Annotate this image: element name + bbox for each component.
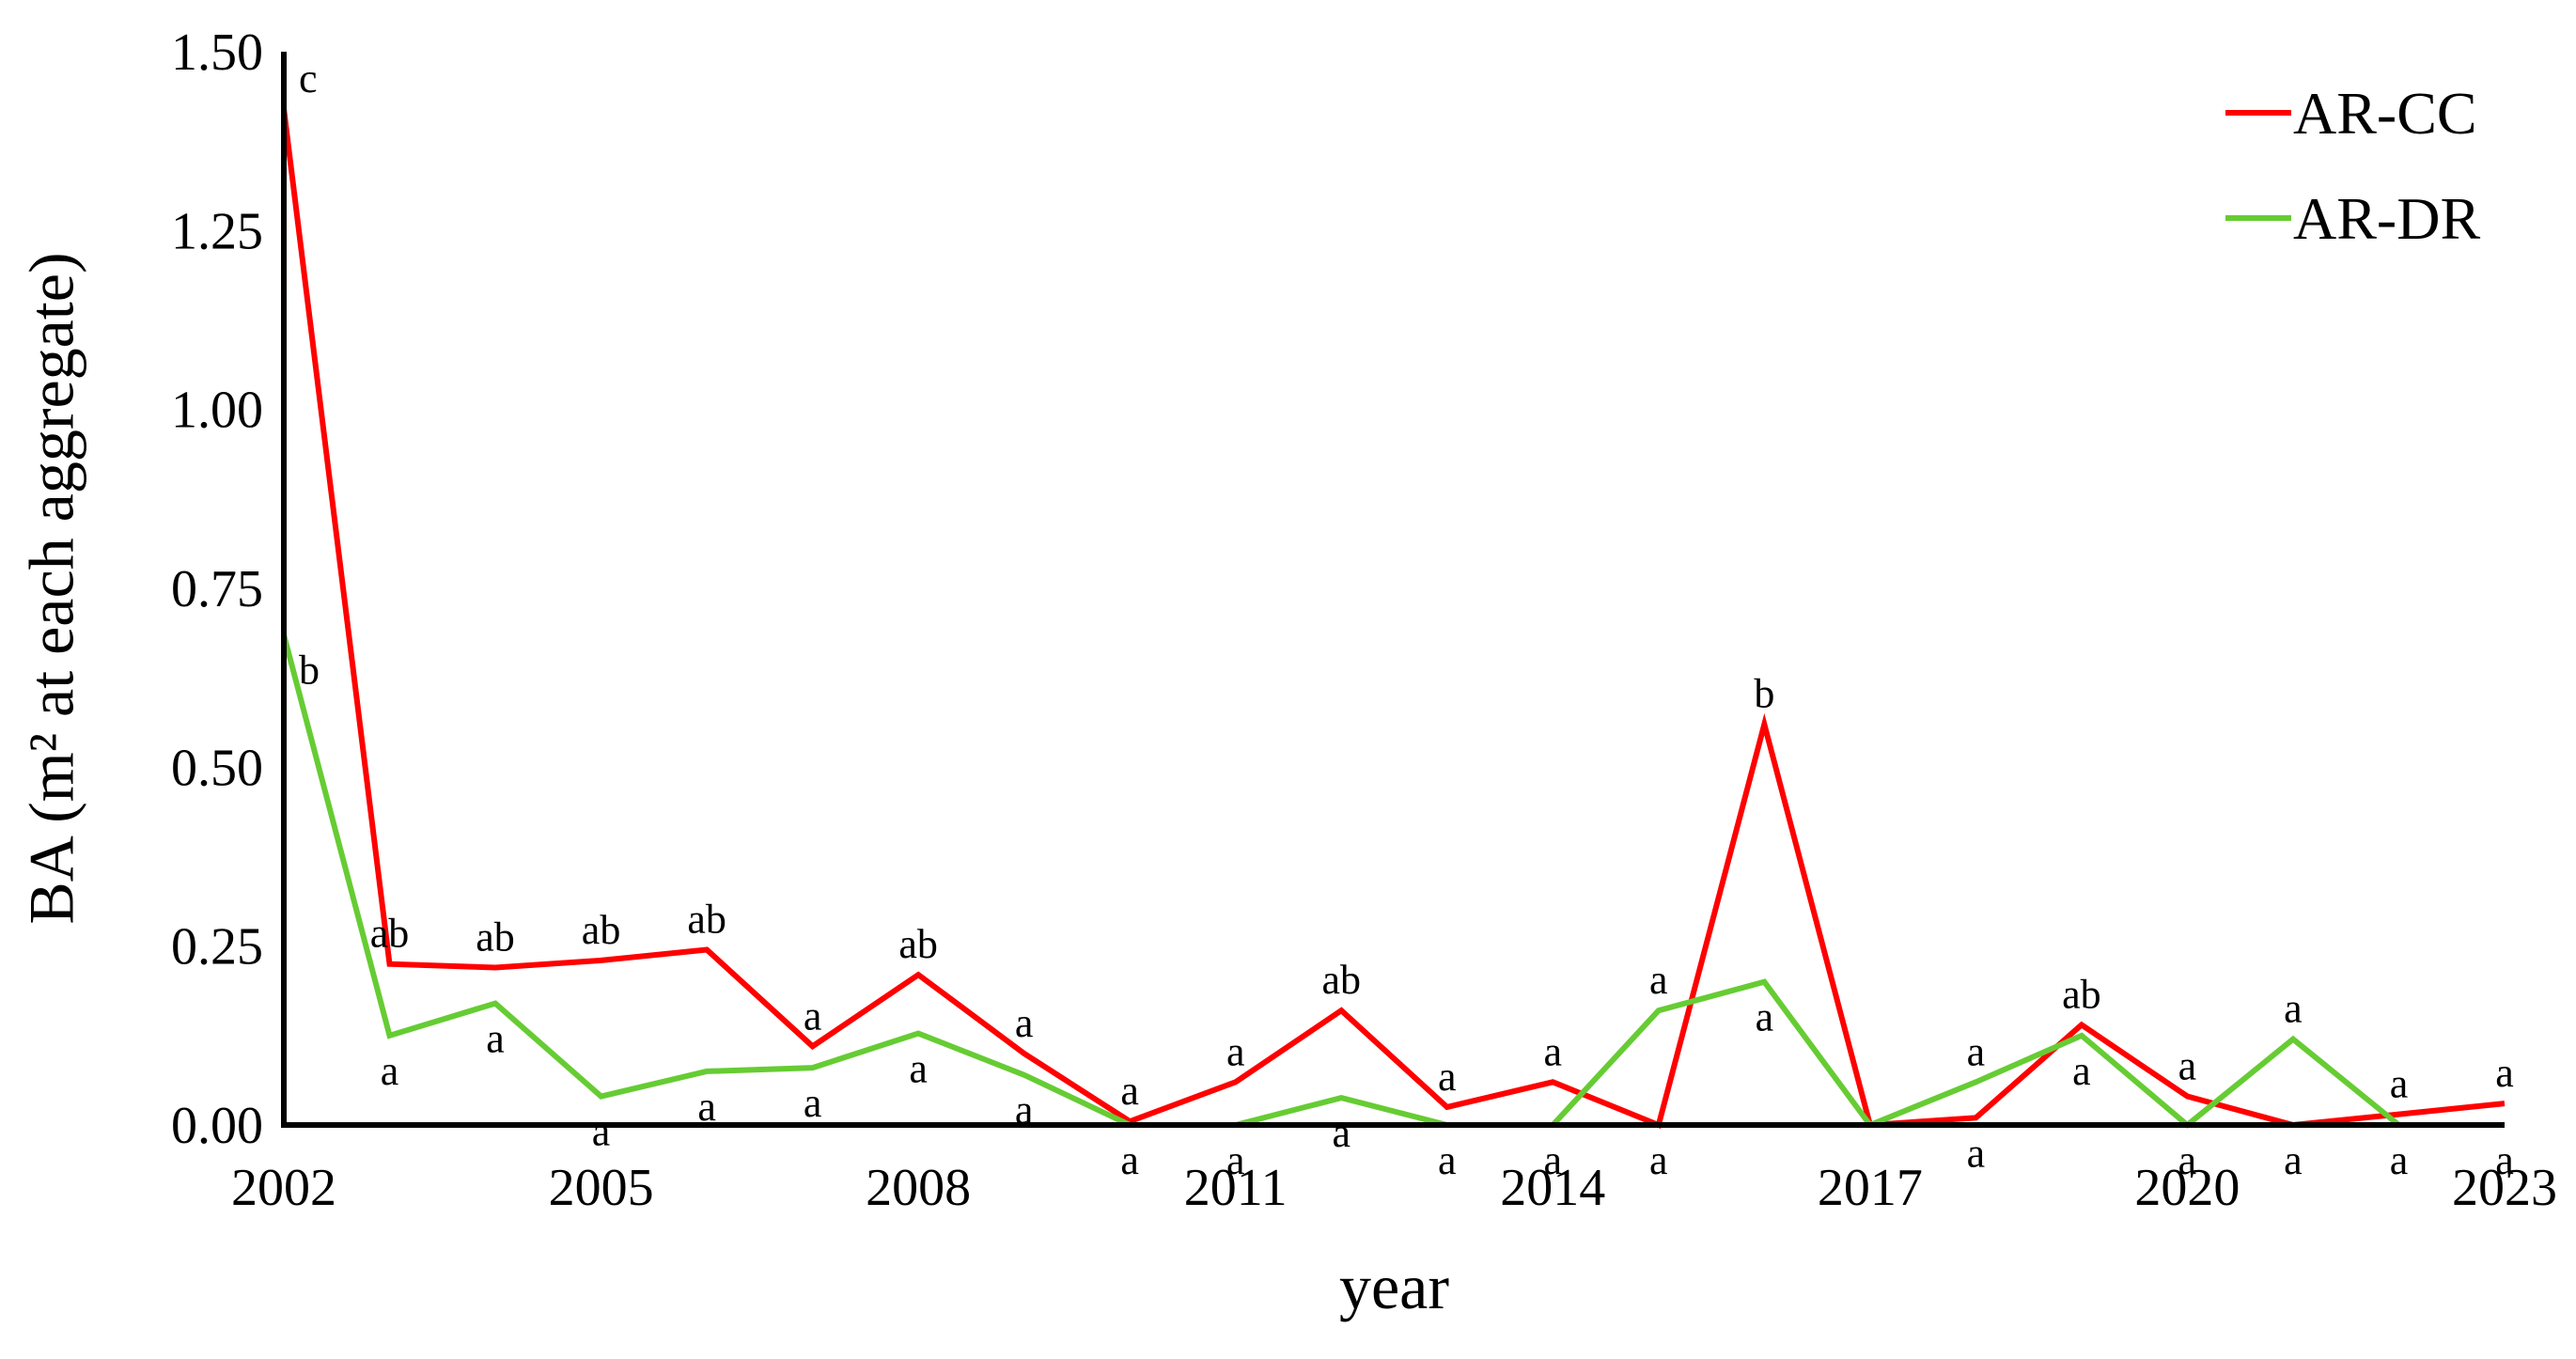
- y-tick-label: 0.50: [171, 739, 263, 797]
- series-layer: [281, 108, 2506, 1130]
- significance-label-ar-cc: ab: [1321, 957, 1361, 1003]
- significance-label-ar-dr: a: [2178, 1137, 2197, 1183]
- x-tick-label: 2011: [1184, 1159, 1288, 1217]
- legend: AR-CC AR-DR: [2225, 80, 2480, 252]
- significance-label-ar-cc: a: [804, 992, 822, 1039]
- significance-label-ar-cc: a: [2178, 1043, 2197, 1089]
- x-tick-label: 2008: [866, 1159, 971, 1217]
- significance-label-ar-cc: a: [1649, 1137, 1668, 1183]
- significance-label-ar-cc: a: [1120, 1068, 1139, 1114]
- y-tick-label: 1.50: [171, 23, 263, 82]
- significance-label-ar-dr: a: [804, 1080, 822, 1126]
- legend-label-ar-cc: AR-CC: [2293, 80, 2477, 147]
- x-tick-label: 2020: [2134, 1159, 2240, 1217]
- significance-label-ar-cc: a: [2284, 1137, 2303, 1183]
- significance-label-ar-cc: a: [2495, 1050, 2514, 1096]
- significance-label-ar-cc: ab: [370, 911, 410, 957]
- x-tick-labels: 2002 2005 2008 2011 2014 2017 2020 2023: [231, 1159, 2557, 1217]
- y-axis-title: BA (m² at each aggregate): [16, 252, 87, 924]
- significance-label-ar-dr: a: [1332, 1110, 1350, 1156]
- y-tick-labels: 0.00 0.25 0.50 0.75 1.00 1.25 1.50: [171, 23, 263, 1155]
- significance-label-ar-cc: ab: [476, 914, 515, 961]
- significance-label-ar-cc: c: [299, 55, 318, 102]
- legend-label-ar-dr: AR-DR: [2293, 185, 2480, 252]
- significance-label-ar-cc: a: [1226, 1028, 1245, 1074]
- significance-label-ar-dr: a: [1120, 1137, 1139, 1183]
- significance-label-ar-dr: a: [1438, 1137, 1457, 1183]
- significance-label-ar-cc: ab: [582, 907, 621, 953]
- significance-label-ar-cc: ab: [687, 896, 726, 942]
- significance-label-ar-cc: b: [1754, 671, 1774, 717]
- significance-label-ar-dr: a: [592, 1109, 611, 1155]
- y-tick-label: 1.00: [171, 382, 263, 440]
- significance-label-ar-dr: a: [1756, 994, 1774, 1040]
- significance-label-ar-cc: ab: [898, 921, 938, 967]
- significance-label-ar-cc: ab: [2062, 971, 2101, 1017]
- x-axis-title: year: [1339, 1251, 1449, 1322]
- significance-label-ar-dr: a: [2072, 1048, 2091, 1094]
- x-tick-label: 2002: [231, 1159, 336, 1217]
- significance-label-ar-cc: a: [1544, 1028, 1563, 1074]
- series-line-ar-dr: [281, 633, 2505, 1129]
- significance-label-ar-dr: a: [697, 1084, 716, 1130]
- significance-label-ar-dr: a: [1544, 1137, 1563, 1183]
- significance-label-ar-dr: a: [1226, 1137, 1245, 1183]
- significance-label-ar-cc: a: [2390, 1061, 2409, 1107]
- significance-label-ar-cc: a: [1015, 1000, 1034, 1046]
- significance-label-ar-dr: a: [2495, 1137, 2514, 1183]
- significance-label-ar-dr: a: [2390, 1137, 2409, 1183]
- significance-label-ar-dr: a: [1649, 957, 1668, 1003]
- significance-label-ar-dr: a: [2284, 986, 2303, 1032]
- series-line-ar-cc: [281, 108, 2506, 1130]
- significance-label-ar-cc: a: [1438, 1054, 1457, 1100]
- x-tick-label: 2017: [1818, 1159, 1923, 1217]
- significance-label-ar-dr: a: [1015, 1087, 1034, 1133]
- significance-label-ar-dr: b: [299, 647, 320, 693]
- y-tick-label: 0.75: [171, 560, 263, 618]
- significance-label-ar-cc: a: [1967, 1130, 1986, 1176]
- y-tick-label: 0.00: [171, 1097, 263, 1155]
- significance-label-ar-dr: a: [486, 1016, 505, 1062]
- significance-label-ar-dr: a: [381, 1048, 399, 1094]
- x-tick-label: 2005: [549, 1159, 654, 1217]
- significance-label-ar-dr: a: [909, 1046, 928, 1092]
- y-tick-label: 1.25: [171, 202, 263, 260]
- x-tick-label: 2023: [2452, 1159, 2557, 1217]
- x-tick-label: 2014: [1500, 1159, 1605, 1217]
- y-tick-label: 0.25: [171, 918, 263, 976]
- significance-label-ar-dr: a: [1967, 1028, 1986, 1074]
